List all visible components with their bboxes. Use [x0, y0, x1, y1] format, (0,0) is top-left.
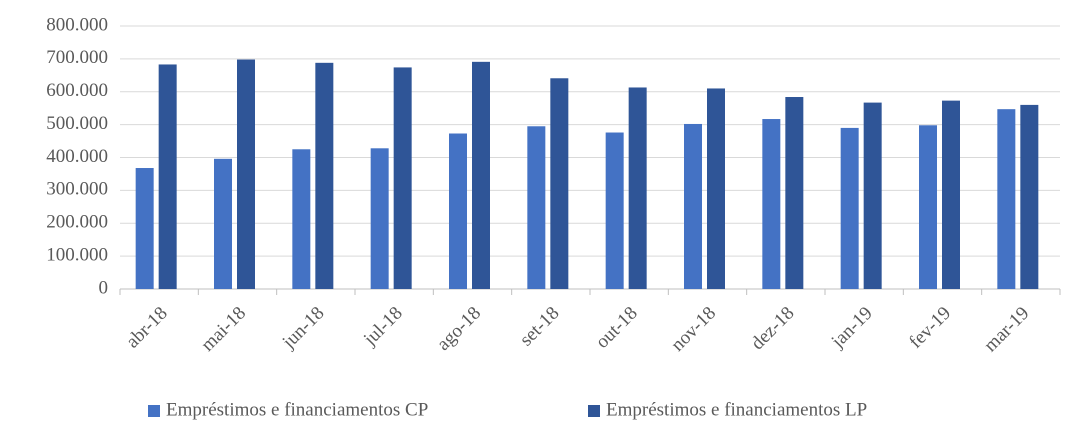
x-tick-label: dez-18	[747, 303, 798, 354]
y-tick-label: 300.000	[46, 179, 108, 200]
x-tick-label: out-18	[592, 303, 642, 353]
y-tick-label: 600.000	[46, 80, 108, 101]
bar	[785, 97, 804, 289]
bar	[315, 62, 334, 289]
bar	[237, 59, 255, 289]
bar	[605, 132, 624, 289]
bar	[393, 67, 412, 289]
x-tick-label: mar-19	[980, 303, 1033, 356]
x-tick-label: jan-19	[827, 303, 877, 353]
y-tick-label: 700.000	[46, 47, 108, 68]
x-tick-label: ago-18	[433, 303, 485, 355]
bar	[158, 64, 177, 290]
x-tick-label: jul-18	[359, 303, 407, 351]
legend-swatch	[148, 405, 160, 417]
x-tick-label: mai-18	[197, 303, 250, 356]
x-tick-label: set-18	[516, 303, 564, 351]
bar	[840, 127, 859, 289]
y-tick-label: 500.000	[46, 113, 108, 134]
bar	[550, 78, 569, 290]
y-tick-label: 100.000	[46, 244, 108, 265]
bar	[370, 148, 389, 289]
x-tick-label: nov-18	[667, 303, 720, 356]
bar	[684, 123, 702, 289]
bar	[628, 87, 647, 289]
bar	[449, 133, 467, 289]
bar	[863, 102, 882, 289]
y-tick-label: 200.000	[46, 212, 108, 233]
x-tick-label: jun-18	[278, 303, 329, 354]
bar	[762, 119, 781, 289]
bar	[472, 61, 490, 289]
x-tick-label: abr-18	[122, 303, 172, 353]
bar	[292, 149, 311, 289]
y-tick-label: 0	[99, 277, 109, 298]
bar	[214, 158, 232, 289]
legend-swatch	[588, 405, 600, 417]
bar	[942, 100, 960, 289]
bar	[997, 109, 1016, 289]
y-tick-label: 800.000	[46, 14, 108, 35]
bar	[919, 125, 937, 289]
y-tick-label: 400.000	[46, 146, 108, 167]
x-tick-label: fev-19	[905, 303, 955, 353]
bar	[527, 126, 546, 289]
legend-label: Empréstimos e financiamentos CP	[166, 399, 428, 420]
bar	[135, 168, 154, 289]
legend-label: Empréstimos e financiamentos LP	[606, 399, 867, 420]
bar	[707, 88, 725, 290]
bar	[1020, 104, 1039, 290]
